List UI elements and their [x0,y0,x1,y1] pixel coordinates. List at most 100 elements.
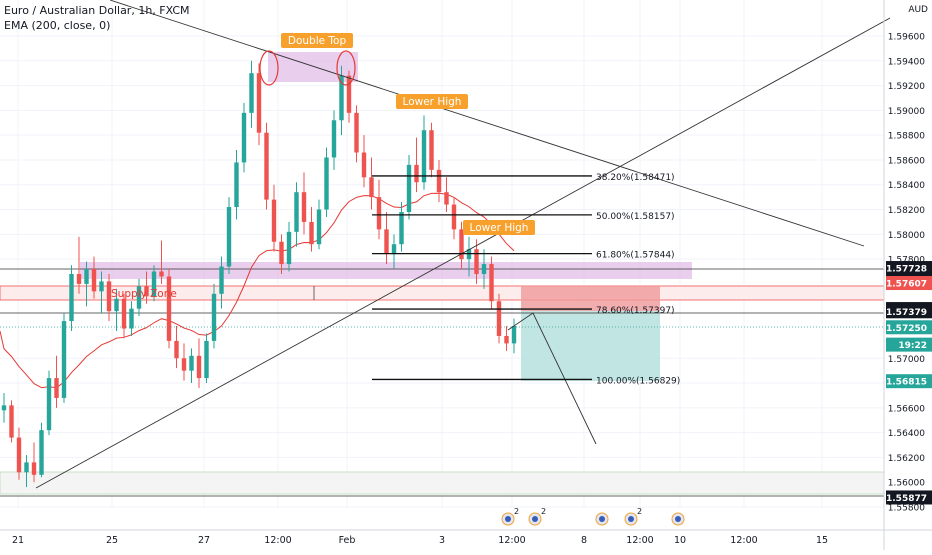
lower-high-label-bg [396,94,468,109]
candle-body [421,130,427,183]
time-tick-label: 12:00 [264,535,291,546]
price-tick-label: 1.58600 [888,156,925,166]
chart-title: Euro / Australian Dollar, 1h, FXCM [4,4,190,17]
candle-body [211,293,217,341]
fib-level-label: 38.20%(1.58471) [596,173,675,183]
calendar-event-icon-dot [599,516,605,522]
price-label: 19:22 [898,341,927,351]
candle-body [249,73,254,113]
lower-high-label-text: Lower High [403,96,462,108]
calendar-event-count: 2 [514,507,519,516]
candle-body [99,281,104,292]
candle-body [121,298,127,329]
price-tick-label: 1.58000 [888,231,925,241]
candle-body [61,321,67,398]
resistance-zone [80,262,692,279]
price-tick-label: 1.57800 [888,256,925,266]
candle-body [189,355,194,371]
lower-high-label[interactable]: Lower High [396,94,468,109]
candle-body [324,157,329,210]
descending-trendline [109,0,865,247]
candle-body [339,75,344,121]
candle-body [459,229,464,260]
candle-body [46,378,52,431]
projection-path [507,312,597,445]
price-label-bg [886,490,932,505]
candle-body [316,209,322,245]
price-label: 1.56815 [886,378,927,388]
time-tick-label: 10 [674,535,686,546]
price-label-bg [886,261,932,276]
price-tick-label: 1.59400 [888,57,925,67]
double-top-label-bg [281,33,353,48]
time-tick-label: 8 [581,535,587,546]
price-tick-label: 1.57000 [888,355,925,365]
candle-body [136,286,142,309]
candle-body [331,120,337,158]
price-label-bg [886,304,932,319]
candle-body [204,340,209,379]
time-tick-label: 27 [198,535,210,546]
candle-body [294,192,299,232]
take-profit-zone [521,311,660,381]
candle-body [9,405,14,438]
candle-body [181,358,187,371]
candle-body [219,266,224,294]
double-top-label-text: Double Top [288,35,347,47]
stop-loss-zone [521,286,660,311]
lower-high-label-2[interactable]: Lower High [463,220,535,235]
candle-body [384,229,389,255]
currency-label: AUD [908,5,928,15]
candle-body [286,231,292,265]
lower-high-label-2-text: Lower High [470,222,529,234]
candle-body [279,241,284,265]
candle-body [451,204,457,230]
candle-body [144,286,149,297]
double-top-label[interactable]: Double Top [281,33,353,48]
candle-body [84,269,89,284]
candle-body [391,244,397,255]
candle-body [354,112,359,153]
candle-body [226,207,232,267]
candle-body [114,298,119,312]
candle-body [39,430,44,475]
fib-level-label: 50.00%(1.58157) [596,212,675,222]
price-tick-label: 1.58200 [888,206,925,216]
calendar-event-icon-dot [532,516,538,522]
candle-body [309,221,314,245]
candle-body [429,130,434,170]
candle-body [69,273,74,322]
time-tick-label: 12:00 [498,535,525,546]
candle-body [489,264,494,302]
price-tick-label: 1.55800 [888,504,925,514]
candle-body [511,326,517,344]
time-tick-label: 21 [12,535,24,546]
candle-body [264,132,269,200]
demand-zone [0,471,885,495]
candle-body [376,197,382,230]
candle-body [241,112,247,163]
candle-body [76,273,82,284]
calendar-event-icon-dot [628,516,634,522]
price-label: 1.57728 [886,265,927,275]
candle-body [399,212,404,245]
candle-body [151,271,157,297]
candle-body [474,249,479,274]
fib-level-label: 100.00%(1.56829) [596,376,680,386]
fib-level-label: 61.80%(1.57844) [596,251,675,261]
price-label-bg [886,276,932,291]
price-tick-label: 1.59600 [888,33,925,43]
time-tick-label: 25 [106,535,118,546]
time-tick-label: 12:00 [626,535,653,546]
candle-body [256,73,262,133]
indicator-legend[interactable]: EMA (200, close, 0) [4,19,111,32]
price-tick-label: 1.58800 [888,132,925,142]
candle-body [406,164,412,213]
price-label: 1.55877 [886,494,927,504]
price-label-bg [886,374,932,389]
supply-zone-label: Supply Zone [111,288,177,300]
price-tick-label: 1.56400 [888,429,925,439]
candle-body [346,75,352,113]
